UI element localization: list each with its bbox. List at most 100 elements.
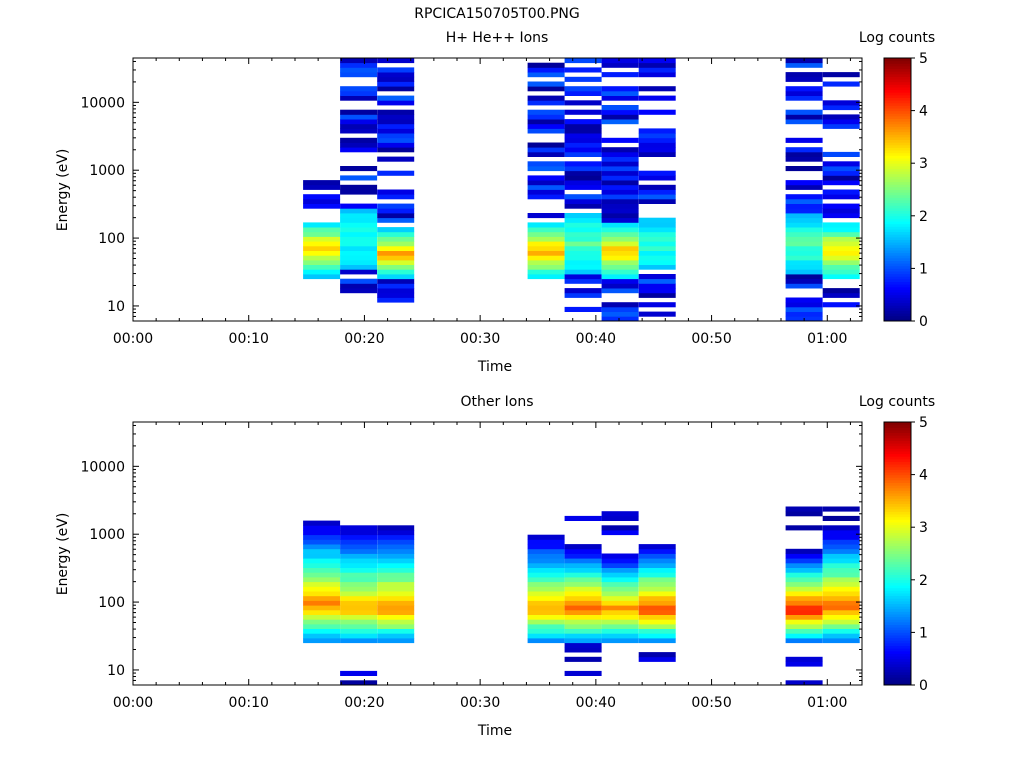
colorbar-swatch bbox=[884, 558, 911, 562]
spectrogram-cell bbox=[377, 274, 415, 280]
spectrogram-cell bbox=[785, 180, 823, 186]
colorbar-swatch bbox=[884, 553, 911, 557]
spectrogram-cell bbox=[527, 577, 565, 583]
spectrogram-cell bbox=[527, 222, 565, 228]
spectrogram-cell bbox=[527, 166, 565, 172]
colorbar-swatch bbox=[884, 252, 911, 256]
spectrogram-cell bbox=[785, 638, 823, 644]
colorbar-swatch bbox=[884, 144, 911, 148]
spectrogram-cell bbox=[564, 562, 602, 568]
spectrogram-cell bbox=[377, 208, 415, 214]
colorbar-swatch bbox=[884, 671, 911, 675]
spectrogram-cell bbox=[822, 633, 860, 639]
colorbar-swatch bbox=[884, 624, 911, 628]
spectrogram-cell bbox=[340, 623, 378, 629]
spectrogram-cell bbox=[377, 227, 415, 233]
spectrogram-cell bbox=[377, 586, 415, 592]
spectrogram-cell bbox=[564, 133, 602, 139]
spectrogram-cell bbox=[601, 525, 639, 531]
colorbar-swatch bbox=[884, 318, 911, 322]
spectrogram-cell bbox=[564, 558, 602, 564]
spectrogram-cell bbox=[822, 119, 860, 125]
spectrogram-cell bbox=[377, 194, 415, 200]
colorbar-swatch bbox=[884, 621, 911, 626]
spectrogram-cell bbox=[564, 515, 602, 521]
x-tick-label: 00:10 bbox=[229, 331, 269, 347]
colorbar-swatch bbox=[884, 71, 911, 75]
colorbar-swatch bbox=[884, 545, 911, 549]
spectrogram-cell bbox=[785, 548, 823, 554]
colorbar-swatch bbox=[884, 422, 911, 426]
spectrogram-cell bbox=[303, 638, 341, 644]
spectrogram-cell bbox=[822, 619, 860, 625]
colorbar-swatch bbox=[884, 569, 911, 573]
spectrogram-cell bbox=[564, 633, 602, 639]
colorbar-swatch bbox=[884, 619, 911, 623]
spectrogram-cell bbox=[377, 619, 415, 625]
colorbar-swatch bbox=[884, 136, 911, 141]
colorbar-swatch bbox=[884, 577, 911, 581]
colorbar-swatch bbox=[884, 86, 911, 91]
colorbar-swatch bbox=[884, 76, 911, 80]
colorbar-swatch bbox=[884, 176, 911, 180]
spectrogram-cell bbox=[785, 506, 823, 512]
spectrogram-cell bbox=[527, 175, 565, 181]
colorbar-swatch bbox=[884, 682, 911, 686]
spectrogram-cell bbox=[377, 534, 415, 540]
spectrogram-cell bbox=[377, 217, 415, 223]
spectrogram-cell bbox=[638, 619, 676, 625]
colorbar-swatch bbox=[884, 236, 911, 240]
spectrogram-cell bbox=[638, 259, 676, 265]
colorbar-swatch bbox=[884, 495, 911, 499]
spectrogram-cell bbox=[340, 236, 378, 242]
spectrogram-cell bbox=[822, 114, 860, 120]
spectrogram-cell bbox=[340, 217, 378, 223]
colorbar-swatch bbox=[884, 658, 911, 662]
spectrogram-cell bbox=[601, 302, 639, 308]
spectrogram-cell bbox=[785, 311, 823, 317]
colorbar-swatch bbox=[884, 171, 911, 175]
spectrogram-cell bbox=[377, 297, 415, 303]
spectrogram-cell bbox=[340, 245, 378, 251]
spectrogram-cell bbox=[785, 250, 823, 256]
spectrogram-cell bbox=[822, 577, 860, 583]
colorbar-swatch bbox=[884, 479, 911, 483]
colorbar-swatch bbox=[884, 173, 911, 177]
spectrogram-cell bbox=[785, 525, 823, 531]
spectrogram-cell bbox=[601, 62, 639, 68]
spectrogram-cell bbox=[377, 250, 415, 256]
spectrogram-cell bbox=[822, 194, 860, 200]
colorbar-swatch bbox=[884, 561, 911, 565]
spectrogram-cell bbox=[638, 194, 676, 200]
spectrogram-cell bbox=[601, 236, 639, 242]
colorbar-swatch bbox=[884, 79, 911, 83]
spectrogram-cell bbox=[601, 623, 639, 629]
spectrogram-cell bbox=[527, 109, 565, 115]
spectrogram-cell bbox=[638, 58, 676, 64]
spectrogram-cell bbox=[564, 142, 602, 148]
spectrogram-cell bbox=[785, 591, 823, 597]
spectrogram-cell bbox=[303, 245, 341, 251]
spectrogram-cell bbox=[527, 250, 565, 256]
spectrogram-cell bbox=[527, 114, 565, 120]
colorbar-swatch bbox=[884, 632, 911, 636]
spectrogram-cell bbox=[638, 95, 676, 101]
spectrogram-cell bbox=[340, 72, 378, 78]
spectrogram-cell bbox=[527, 548, 565, 554]
spectrogram-cell bbox=[340, 283, 378, 289]
colorbar-swatch bbox=[884, 265, 911, 269]
colorbar-swatch bbox=[884, 450, 911, 455]
colorbar-swatch bbox=[884, 68, 911, 72]
colorbar-swatch bbox=[884, 627, 911, 631]
y-tick-label: 100 bbox=[98, 595, 125, 611]
colorbar-swatch bbox=[884, 255, 911, 259]
spectrogram-cell bbox=[601, 241, 639, 247]
spectrogram-cell bbox=[340, 595, 378, 601]
spectrogram-cell bbox=[564, 231, 602, 237]
spectrogram-cell bbox=[377, 156, 415, 162]
spectrogram-cell bbox=[785, 562, 823, 568]
colorbar-swatch bbox=[884, 556, 911, 560]
spectrogram-cell bbox=[822, 250, 860, 256]
spectrogram-cell bbox=[822, 558, 860, 564]
spectrogram-cell bbox=[638, 274, 676, 280]
